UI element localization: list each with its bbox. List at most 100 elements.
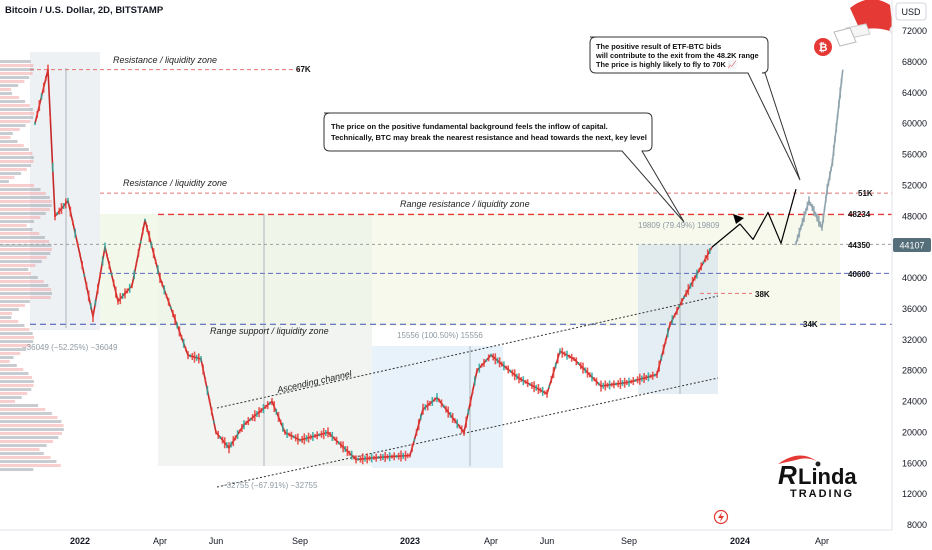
candle [119,293,122,305]
ghost-candle [834,136,836,143]
candle [449,412,452,418]
candle [613,380,615,389]
volume-bar [0,464,61,467]
candle [87,290,90,302]
candle [550,376,553,384]
candle [47,64,49,75]
ghost-candle [801,218,804,226]
volume-bar [0,456,51,459]
candle [400,450,402,462]
candle [429,400,431,406]
candle [384,451,386,462]
candle [533,381,535,393]
candle [680,298,683,306]
candle [335,436,338,445]
volume-bar [0,136,11,139]
ghost-candle [839,87,841,99]
ghost-candle [823,206,826,211]
x-tick-label: Apr [153,536,167,546]
candle [509,369,512,373]
candle [671,315,674,325]
ghost-candle [805,208,807,215]
volume-bar [0,340,34,343]
ghost-candle [808,196,810,206]
callout-capital-inflow[interactable]: The price on the positive fundamental ba… [323,112,685,223]
candle [409,453,411,458]
candle [206,386,209,395]
candle [331,432,334,441]
candle [685,289,687,297]
candle [498,357,501,368]
candle [165,293,168,298]
volume-bar [0,88,12,91]
candle [561,347,564,358]
y-tick-label: 40000 [902,273,927,283]
ghost-candle [832,145,835,157]
volume-bar [0,360,10,363]
candle [74,228,76,238]
candle [148,231,151,243]
ghost-candle [795,241,797,246]
candle [322,428,325,440]
volume-bar [0,244,52,247]
candle [566,350,568,360]
candle [338,441,340,445]
candle [589,372,591,378]
candle [215,430,217,435]
candle [346,446,349,457]
candle [691,276,694,287]
candle [223,437,226,449]
candle [417,419,420,431]
candle [340,441,342,449]
candle [445,405,447,413]
candle [54,212,56,221]
callout-etf[interactable]: The positive result of ETF-BTC bids will… [589,36,801,181]
candle [219,436,222,439]
candle [619,377,622,389]
candle [202,364,204,375]
candle [65,198,67,209]
candle [144,218,146,222]
brand-subtitle: TRADING [790,488,854,500]
candle [451,412,454,423]
symbol-title[interactable]: Bitcoin / U.S. Dollar, 2D, BITSTAMP [5,5,164,16]
volume-bar [0,408,46,411]
candle [195,354,198,361]
candle [664,338,667,344]
candle [575,357,578,366]
candle [413,438,416,442]
volume-bar [0,444,47,447]
volume-bar [0,132,13,135]
candle [411,443,413,452]
candle [651,371,654,380]
volume-bar [0,256,47,259]
candle [632,377,635,385]
x-tick-label: Jun [540,536,555,546]
candle [191,353,194,360]
time-axis[interactable]: 2022 Apr Jun Sep 2023 Apr Jun Sep 2024 Apr [0,529,932,550]
currency-button[interactable]: USD [895,2,927,21]
candle [546,389,548,398]
candle [79,252,81,257]
candle [570,353,573,362]
currency-label: USD [901,7,921,17]
volume-bar [0,100,26,103]
volume-bar [0,224,27,227]
volume-bar [0,144,24,147]
y-tick-label: 24000 [902,397,927,407]
price-axis[interactable]: 8000 12000 16000 20000 24000 28000 32000 36000 4… [891,0,932,530]
lightning-icon[interactable] [713,509,729,525]
ghost-candle [835,123,838,132]
candle [611,382,613,387]
candle [217,430,219,439]
candle [513,369,516,381]
candle [101,256,104,266]
y-tick-label: 60000 [902,119,927,129]
candle [72,219,74,225]
ghost-candle [800,224,802,230]
volume-bar [0,288,52,291]
volume-bar [0,376,33,379]
candle [678,304,681,308]
y-tick-label: 20000 [902,427,927,437]
